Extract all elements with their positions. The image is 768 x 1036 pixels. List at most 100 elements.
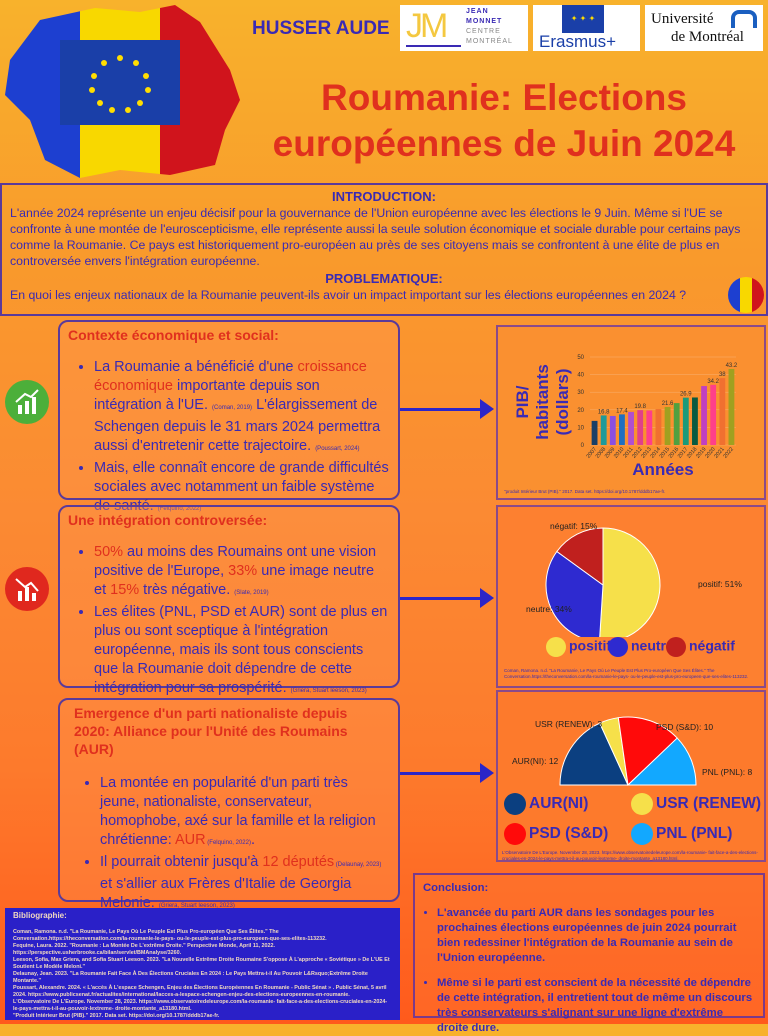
highlight: 15%: [110, 582, 140, 598]
y-tick-label: 30: [577, 390, 584, 396]
text: importante depuis son intégration à l'UE…: [94, 378, 320, 413]
eu-flag-icon: ✦ ✦ ✦: [562, 5, 604, 33]
bullet-item: Les élites (PNL, PSD et AUR) sont de plu…: [94, 603, 390, 701]
romania-flag-icon: [728, 277, 764, 313]
slice-label: PNL (PNL): 8: [702, 767, 753, 777]
bar: [655, 409, 662, 445]
text: La montée en popularité d'un parti très …: [100, 775, 376, 848]
bar: [682, 397, 689, 445]
y-tick-label: 50: [577, 355, 584, 361]
highlight: AUR: [174, 832, 206, 848]
udem-mark-icon: [731, 10, 757, 28]
data-label: 21.6: [662, 401, 674, 407]
legend-swatch: [608, 637, 628, 657]
legend-label: positif: [569, 637, 611, 654]
arrow-icon: [400, 763, 494, 783]
seat-slice: [617, 716, 678, 787]
arrow-icon: [400, 588, 494, 608]
bar: [609, 415, 616, 445]
bibliography-entry: L'Observatoire De L'Europe. November 28,…: [13, 999, 388, 1012]
x-axis-label: Années: [632, 460, 693, 477]
data-label: 26.9: [680, 392, 692, 398]
bar: [692, 397, 698, 445]
citation: (Delaunay, 2023): [334, 862, 382, 868]
legend-swatch: [546, 637, 566, 657]
conclusion-item: L'avancée du parti AUR dans les sondages…: [437, 906, 755, 966]
legend-label: neutre: [631, 637, 674, 654]
page-title: Roumanie: Elections européennes de Juin …: [240, 75, 768, 167]
introduction-box: INTRODUCTION: L'année 2024 représente un…: [0, 183, 768, 316]
jm-text: CENTRE: [466, 28, 501, 35]
legend-swatch: [631, 823, 653, 845]
text: Les élites (PNL, PSD et AUR) sont de plu…: [94, 604, 388, 696]
legend-swatch: [666, 637, 686, 657]
text: L'élargissement de Schengen depuis le 31…: [94, 397, 381, 454]
highlight: 12 députés: [262, 854, 335, 870]
opinion-chart-box: positif: 51% neutre: 34% négatif: 15% posi…: [496, 505, 766, 688]
bar: [637, 410, 644, 445]
slice-label: AUR(NI): 12: [512, 756, 559, 766]
legend-label: PSD (S&D): [529, 825, 609, 843]
jm-text: MONTRÉAL: [466, 38, 513, 45]
bar: [600, 415, 607, 445]
text: au moins des Roumains ont une vision pos…: [94, 544, 377, 579]
citation: (Griera, Stuart leeson, 2023): [290, 688, 367, 694]
bibliography-entry: Coman, Ramona. n.d. "La Roumanie, Le Pay…: [13, 929, 327, 942]
bar: [719, 378, 726, 445]
text: une image neutre et: [94, 563, 375, 598]
section-title: Emergence d'un parti nationaliste depuis…: [74, 705, 348, 757]
data-label: 34.2: [707, 379, 719, 385]
udem-text: Université: [651, 11, 714, 27]
data-label: 38: [719, 372, 726, 378]
arrow-icon: [400, 399, 494, 419]
opinion-pie-chart: positif: 51% neutre: 34% négatif: 15%: [526, 521, 742, 643]
intro-heading: INTRODUCTION:: [332, 189, 436, 204]
text: Mais, elle connaît encore de grande diff…: [94, 460, 389, 514]
bullet-item: 50% au moins des Roumains ont une vision…: [94, 543, 390, 603]
highlight: 33%: [228, 563, 258, 579]
bullet-item: La Roumanie a bénéficié d'une croissance…: [94, 358, 390, 459]
slice-label: positif: 51%: [698, 579, 742, 589]
problem-text: En quoi les enjeux nationaux de la Rouma…: [10, 288, 687, 302]
section-title: Contexte économique et social:: [68, 327, 279, 343]
citation: (Coman, 2019): [212, 405, 253, 411]
bar: [728, 368, 735, 445]
bibliography-entry: Leeson, Sofia, Max Griera, and Sofia Stu…: [13, 957, 390, 970]
chart-source: "produit Intérieur Brut (PIB)." 2017. Da…: [504, 489, 666, 494]
bullet-item: Mais, elle connaît encore de grande diff…: [94, 459, 390, 519]
pie-slice: [556, 527, 604, 586]
bar: [619, 414, 625, 445]
bar: [591, 420, 598, 445]
x-tick-label: 2022: [722, 446, 734, 459]
legend-label: AUR(NI): [529, 795, 589, 813]
conclusion-box: Conclusion: L'avancée du parti AUR dans …: [413, 873, 765, 1034]
citation: (Felquino, 2022): [157, 506, 202, 512]
gdp-chart-box: 0 10 20 30 40 50 2007 16.8 2008 2009 17.4 2010 2011 1…: [496, 325, 766, 500]
jean-monnet-logo: JM JEAN MONNET CENTRE MONTRÉAL: [400, 5, 528, 51]
y-axis-label: habitants: [533, 364, 552, 440]
text: .: [250, 832, 256, 848]
chart-decline-icon: [5, 567, 49, 611]
seat-slice: [559, 722, 629, 786]
highlight: 50%: [94, 544, 124, 560]
conclusion-title: Conclusion:: [423, 882, 489, 894]
slice-label: neutre: 34%: [526, 604, 572, 614]
slice-label: USR (RENEW): 3: [535, 719, 602, 729]
legend-label: négatif: [689, 637, 735, 654]
slice-label: PSD (S&D): 10: [656, 722, 713, 732]
jm-text: JEAN: [466, 8, 489, 15]
legend-swatch: [631, 793, 653, 815]
jm-text: MONNET: [466, 18, 503, 25]
legend-label: PNL (PNL): [656, 825, 733, 843]
text: La Roumanie a bénéficié d'une: [94, 359, 298, 375]
bibliography-title: Bibliographie:: [13, 911, 67, 920]
jm-mark: JM: [406, 7, 448, 45]
bar: [628, 411, 634, 445]
citation: (Poussart, 2024): [315, 446, 360, 452]
legend-swatch: [504, 793, 526, 815]
bar: [710, 384, 717, 445]
seats-semicircle-chart: AUR(NI): 12 USR (RENEW): 3 PSD (S&D): 10 PN…: [512, 716, 753, 787]
y-tick-label: 20: [577, 408, 584, 414]
bar: [646, 410, 653, 445]
bar: [701, 386, 707, 445]
